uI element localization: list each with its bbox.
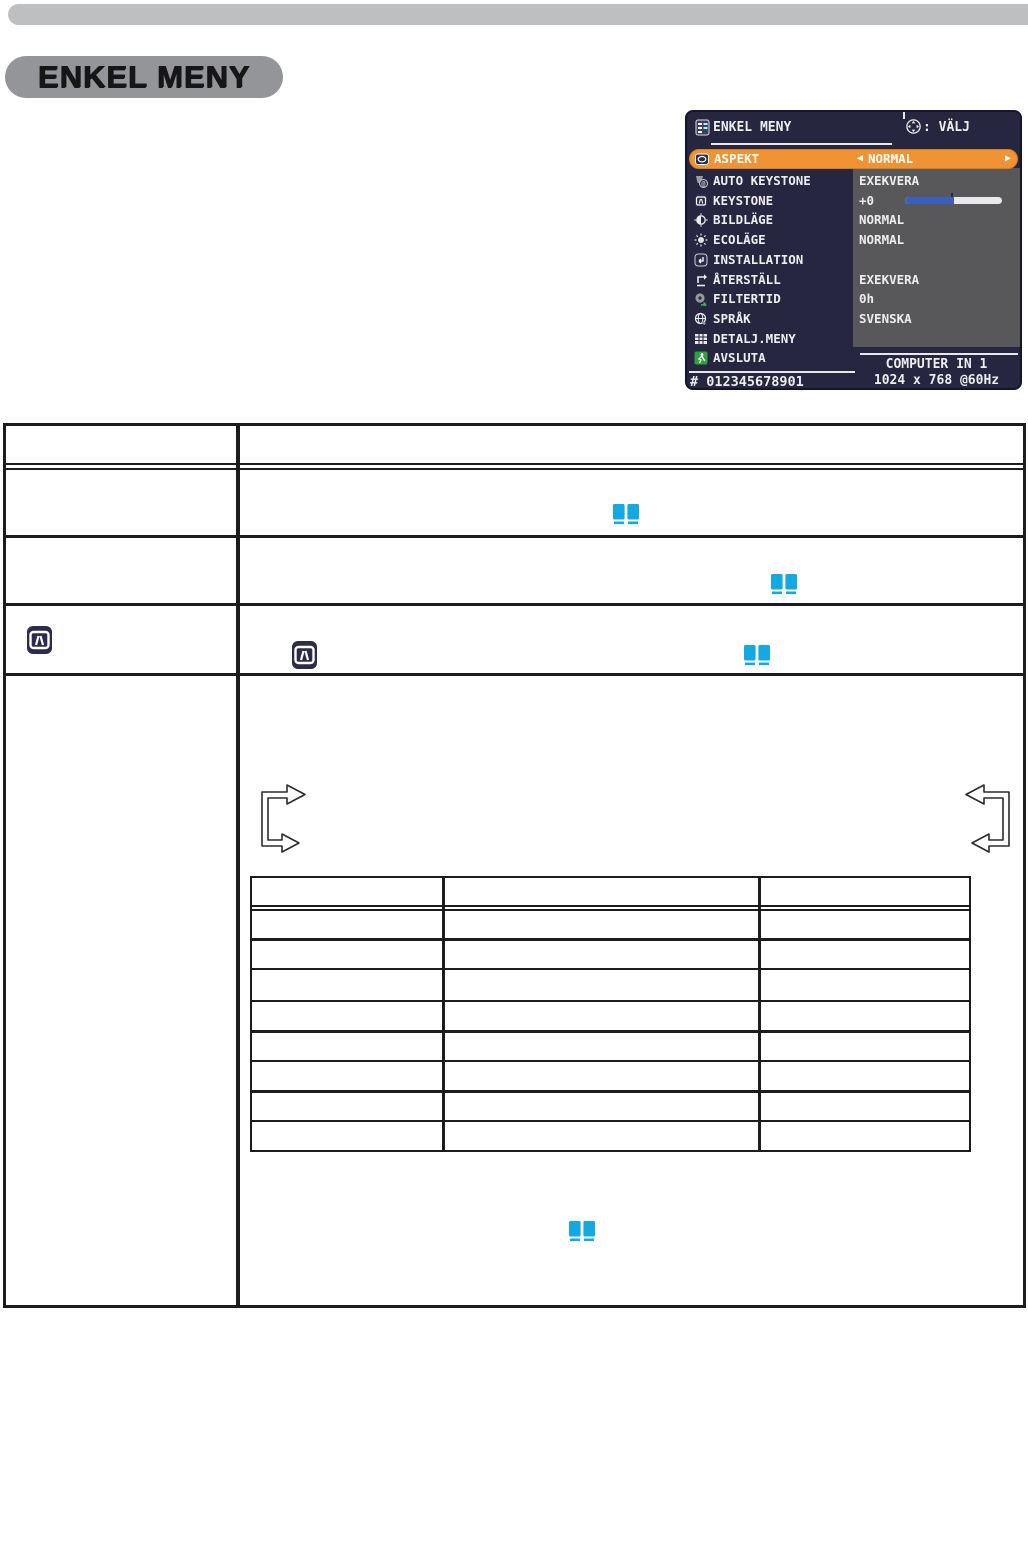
osd-item-label: BILDLÄGE xyxy=(713,212,774,228)
book-reference-icon[interactable] xyxy=(743,644,771,666)
osd-value: EXEKVERA xyxy=(859,271,920,287)
osd-item-label: KEYSTONE xyxy=(713,192,774,208)
left-arrow-icon[interactable]: ◀ xyxy=(857,153,864,164)
inner-row-separator xyxy=(252,938,969,941)
table-column-separator xyxy=(236,426,240,1305)
header-rule-2 xyxy=(6,468,1023,470)
osd-item-detalj-meny[interactable]: DETALJ.MENY xyxy=(687,329,853,349)
filter-icon xyxy=(695,293,707,307)
inner-row-separator xyxy=(252,968,969,970)
installation-icon xyxy=(694,253,708,267)
right-arrow-icon[interactable]: ▶ xyxy=(1005,153,1012,164)
osd-item-installation[interactable]: INSTALLATION xyxy=(687,250,853,270)
osd-value: EXEKVERA xyxy=(859,173,920,188)
osd-item-label: AUTO KEYSTONE xyxy=(713,173,811,188)
inner-row-separator xyxy=(252,1090,969,1093)
osd-item-label: ASPEKT xyxy=(714,151,760,166)
contrast-icon xyxy=(694,213,708,227)
monitor-icon xyxy=(695,153,709,165)
osd-item-filtertid[interactable]: FILTERTID xyxy=(687,289,853,309)
osd-menu: ENKEL MENY : VÄLJ ASPEKT ◀ NORMAL ▶ xyxy=(685,110,1022,390)
keystone-icon xyxy=(27,626,52,654)
svg-text:@: @ xyxy=(701,180,705,188)
cycle-arrow-right xyxy=(965,784,1010,853)
osd-item-label: INSTALLATION xyxy=(713,251,804,267)
osd-value: 0h xyxy=(859,291,875,307)
osd-item-auto-keystone[interactable]: @ AUTO KEYSTONE xyxy=(687,171,853,191)
inner-header-rule-1 xyxy=(252,905,969,907)
osd-item-keystone[interactable]: KEYSTONE xyxy=(687,191,853,211)
book-reference-icon[interactable] xyxy=(568,1220,596,1242)
osd-value: NORMAL xyxy=(859,212,905,228)
osd-item-aterstall[interactable]: ÅTERSTÄLL xyxy=(687,270,853,290)
osd-title-underline xyxy=(711,143,892,145)
osd-item-label: ECOLÄGE xyxy=(713,232,766,248)
book-reference-icon[interactable] xyxy=(612,503,640,525)
osd-serial-number: # 012345678901 xyxy=(690,374,804,390)
osd-item-label: ÅTERSTÄLL xyxy=(713,271,781,287)
osd-item-label: FILTERTID xyxy=(713,291,781,307)
row-separator xyxy=(6,673,1023,676)
osd-item-label: SPRÅK xyxy=(713,310,751,326)
osd-select-hint: : VÄLJ xyxy=(923,120,970,135)
menu-list-icon xyxy=(695,119,710,136)
sun-icon xyxy=(694,233,708,247)
inner-column-separator xyxy=(442,878,445,1150)
inner-column-separator xyxy=(758,878,761,1150)
inner-row-separator xyxy=(252,1060,969,1062)
inner-row-separator xyxy=(252,1030,969,1033)
exit-icon xyxy=(694,351,708,365)
keystone-slider[interactable] xyxy=(905,197,1002,204)
osd-item-ecolage[interactable]: ECOLÄGE xyxy=(687,230,853,250)
osd-value: +0 xyxy=(859,192,875,208)
row-separator xyxy=(6,603,1023,606)
osd-item-label: AVSLUTA xyxy=(713,350,766,366)
dpad-icon xyxy=(906,119,921,134)
keystone-icon xyxy=(694,193,708,208)
menu-description-table xyxy=(3,423,1026,1308)
grid-icon xyxy=(695,333,707,344)
cycle-arrow-left xyxy=(261,784,306,853)
inner-row-separator xyxy=(252,1120,969,1122)
book-reference-icon[interactable] xyxy=(770,573,798,595)
section-heading-pill: ENKEL MENY xyxy=(5,56,283,98)
osd-title: ENKEL MENY xyxy=(713,120,792,135)
osd-footer-separator-right xyxy=(860,353,1018,355)
inner-row-separator xyxy=(252,1000,969,1002)
osd-resolution: 1024 x 768 @60Hz xyxy=(873,373,1000,388)
page-title: ENKEL MENY xyxy=(37,59,251,94)
osd-item-sprak[interactable]: SPRÅK xyxy=(687,309,853,329)
osd-input-source: COMPUTER IN 1 xyxy=(885,357,988,372)
osd-divider-tick xyxy=(903,112,905,119)
header-rule-1 xyxy=(6,463,1023,465)
osd-item-bildlage[interactable]: BILDLÄGE xyxy=(687,210,853,230)
osd-item-label: DETALJ.MENY xyxy=(713,330,796,346)
osd-value: NORMAL xyxy=(859,232,905,248)
keystone-slider-center-tick xyxy=(951,193,953,197)
top-decorative-bar xyxy=(8,4,1028,25)
auto-keystone-icon: @ xyxy=(696,176,708,188)
undo-icon xyxy=(697,273,707,286)
keystone-icon xyxy=(292,641,317,669)
globe-icon xyxy=(694,312,707,325)
aspect-options-table xyxy=(250,876,971,1152)
keystone-slider-fill xyxy=(905,197,954,204)
osd-item-aspekt[interactable]: ASPEKT ◀ NORMAL ▶ xyxy=(689,149,1018,169)
osd-footer-separator-left xyxy=(689,371,855,373)
inner-header-rule-2 xyxy=(252,909,969,911)
osd-value: SVENSKA xyxy=(859,310,912,326)
osd-item-avsluta[interactable]: AVSLUTA xyxy=(687,348,853,368)
row-separator xyxy=(6,535,1023,538)
osd-item-value: NORMAL xyxy=(868,151,914,166)
